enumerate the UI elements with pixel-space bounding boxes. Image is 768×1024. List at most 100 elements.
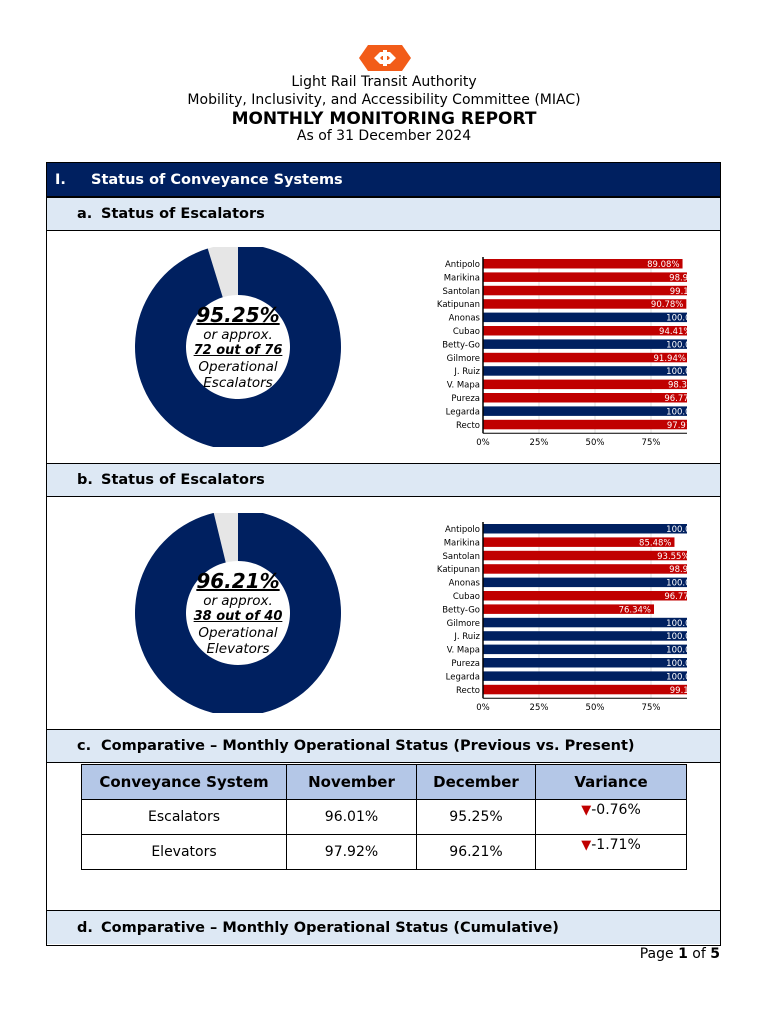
bar	[483, 577, 687, 588]
donut-count: 72 out of 76	[193, 343, 283, 358]
col-header-november: November	[286, 764, 417, 800]
variance-value: -1.71%	[591, 837, 641, 853]
bar-value-label: 96.77%	[664, 394, 687, 404]
page-of: of	[692, 946, 706, 962]
category-label: Cubao	[453, 327, 480, 337]
bar-value-label: 99.19%	[670, 287, 687, 297]
bar	[483, 419, 687, 430]
bar	[483, 272, 687, 282]
escalator-bar-chart: 0%25%50%75%100%Antipolo89.08%Marikina98.…	[437, 257, 687, 448]
subsection-number: a.	[77, 206, 93, 222]
bar-value-label: 96.77%	[664, 592, 687, 602]
cell-system: Escalators	[81, 799, 287, 835]
subsection-d-header: d. Comparative – Monthly Operational Sta…	[47, 910, 720, 944]
bar	[483, 379, 687, 390]
x-tick-label: 75%	[642, 438, 661, 448]
bar-value-label: 85.48%	[639, 538, 671, 548]
bar	[483, 312, 687, 323]
cell-november: 96.01%	[286, 799, 417, 835]
category-label: Recto	[456, 686, 480, 696]
donut-count: 38 out of 40	[193, 609, 283, 624]
donut-operational-segment	[135, 247, 341, 447]
x-tick-label: 0%	[476, 438, 490, 448]
category-label: J. Ruiz	[453, 367, 480, 377]
bar	[483, 564, 687, 574]
cell-december: 95.25%	[416, 799, 536, 835]
table-header-row: Conveyance System November December Vari…	[81, 764, 687, 800]
category-label: Gilmore	[447, 619, 480, 629]
bar-value-label: 90.78%	[651, 300, 683, 310]
bar	[483, 671, 687, 681]
bar-value-label: 100.00%	[666, 672, 687, 682]
bar-value-label: 100.00%	[666, 659, 687, 669]
category-label: Pureza	[451, 659, 480, 669]
bar	[483, 684, 687, 695]
subsection-a-header: a. Status of Escalators	[47, 197, 720, 231]
bar	[483, 604, 655, 614]
bar-value-label: 97.91%	[667, 421, 687, 431]
bar	[483, 644, 687, 655]
subsection-title: Status of Escalators	[101, 206, 265, 222]
category-label: Gilmore	[447, 354, 480, 364]
bar-value-label: 100.00%	[666, 646, 687, 656]
bar	[483, 406, 687, 416]
bar-value-label: 89.08%	[647, 260, 679, 270]
category-label: V. Mapa	[447, 646, 480, 656]
category-label: Katipunan	[437, 300, 480, 310]
page-label: Page	[639, 946, 674, 962]
report-body: I. Status of Conveyance Systems a. Statu…	[46, 162, 721, 946]
x-tick-label: 50%	[586, 703, 605, 713]
category-label: Legarda	[446, 672, 480, 682]
category-label: Recto	[456, 421, 480, 431]
page-indicator: Page 1 of 5	[640, 946, 720, 962]
report-title: MONTHLY MONITORING REPORT	[231, 109, 537, 129]
donut-line2: Elevators	[206, 641, 270, 657]
subsection-title: Status of Escalators	[101, 472, 265, 488]
donut-line1: Operational	[198, 359, 278, 375]
bar-value-label: 100.00%	[666, 632, 687, 642]
bar	[483, 658, 687, 668]
subsection-title: Comparative – Monthly Operational Status…	[101, 738, 635, 754]
bar-value-label: 98.92%	[669, 273, 687, 283]
category-label: Marikina	[444, 273, 480, 283]
category-label: V. Mapa	[447, 381, 480, 391]
bar	[483, 617, 687, 628]
x-tick-label: 0%	[476, 703, 490, 713]
bar-value-label: 100.00%	[666, 579, 687, 589]
category-label: Legarda	[446, 407, 480, 417]
bar	[483, 550, 687, 561]
col-header-variance: Variance	[535, 764, 687, 800]
bar	[483, 524, 687, 534]
lrta-logo-icon	[359, 45, 411, 71]
category-label: Betty-Go	[442, 605, 480, 615]
bar-value-label: 94.41%	[659, 327, 687, 337]
col-header-december: December	[416, 764, 536, 800]
bar	[483, 285, 687, 296]
bar-value-label: 99.19%	[670, 686, 687, 696]
bar	[483, 299, 687, 309]
subsection-number: d.	[77, 919, 93, 936]
donut-line2: Escalators	[203, 375, 273, 391]
category-label: Anonas	[449, 579, 481, 589]
cell-november: 97.92%	[286, 834, 417, 870]
bar-value-label: 100.00%	[666, 314, 687, 324]
subsection-number: b.	[77, 472, 93, 488]
x-tick-label: 25%	[530, 703, 549, 713]
subsection-title: Comparative – Monthly Operational Status…	[101, 919, 559, 936]
x-tick-label: 50%	[586, 438, 605, 448]
section-number: I.	[55, 171, 66, 188]
bar-value-label: 100.00%	[666, 340, 687, 350]
escalator-donut-label: 95.25% or approx. 72 out of 76 Operation…	[183, 303, 293, 391]
donut-percent: 96.21%	[196, 569, 280, 593]
bar	[483, 393, 687, 403]
bar	[483, 326, 687, 336]
category-label: Betty-Go	[442, 340, 480, 350]
bar-value-label: 93.55%	[657, 552, 687, 562]
category-label: Katipunan	[437, 565, 480, 575]
cell-system: Elevators	[81, 834, 287, 870]
elevator-bar-chart: 0%25%50%75%100%Antipolo100.00%Marikina85…	[437, 522, 687, 713]
x-tick-label: 75%	[642, 703, 661, 713]
bar-value-label: 100.00%	[666, 619, 687, 629]
category-label: J. Ruiz	[453, 632, 480, 642]
cell-variance: ▼-1.71%	[535, 834, 687, 870]
